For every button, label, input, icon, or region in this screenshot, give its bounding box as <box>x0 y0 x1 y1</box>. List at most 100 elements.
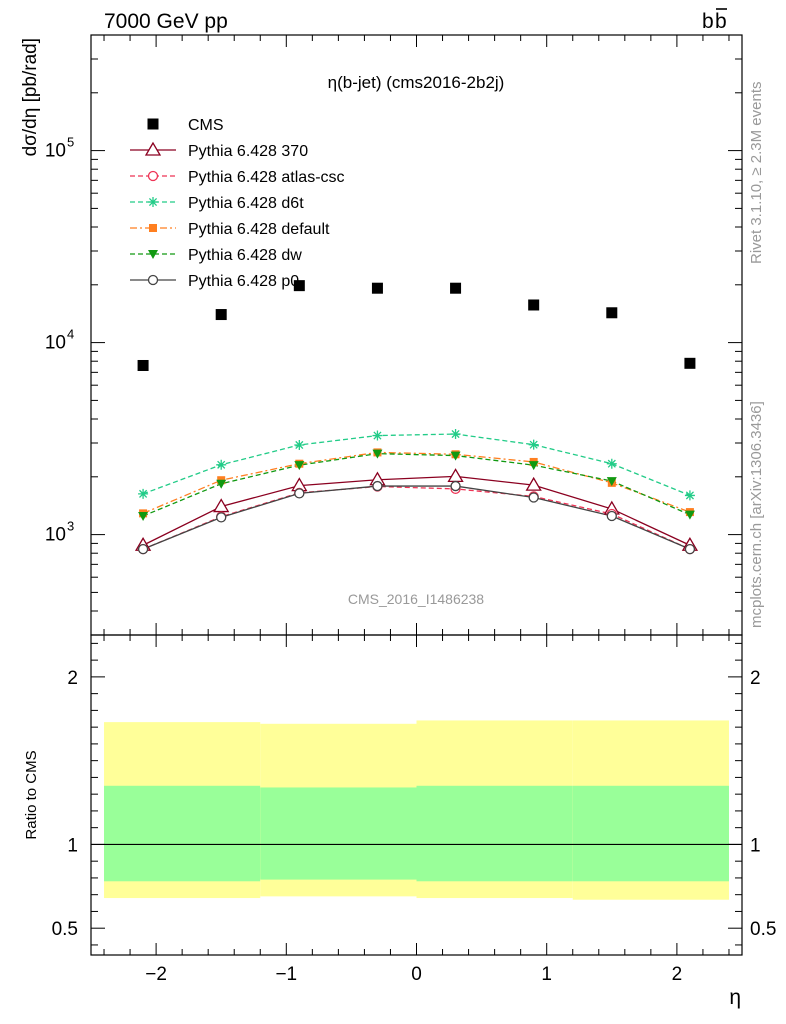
legend-marker-p0 <box>147 274 159 286</box>
data-point-d6t <box>684 490 695 501</box>
ratio-band-inner <box>416 785 573 882</box>
series-line-default <box>142 451 691 514</box>
data-point-p0-shape <box>450 480 461 492</box>
data-point-cms <box>293 280 305 292</box>
data-point-d6t-shape <box>606 458 617 469</box>
x-tick-label: 2 <box>672 964 683 985</box>
data-point-dw-shape <box>138 511 149 521</box>
data-point-p0 <box>372 480 383 492</box>
data-point-p370-shape <box>525 476 542 491</box>
data-point-dw-shape <box>606 477 617 487</box>
data-point-dw <box>450 451 461 461</box>
legend-marker-cms-shape <box>147 118 159 130</box>
legend-marker-atlas <box>147 170 159 182</box>
y-tick-label-main: 10 <box>45 333 66 354</box>
data-point-p0 <box>137 543 149 555</box>
data-point-p0 <box>216 512 227 523</box>
legend-marker-d6t <box>148 197 158 207</box>
data-point-cms <box>528 299 540 311</box>
data-point-dw-shape <box>216 479 227 489</box>
ratio-band-inner <box>572 785 729 882</box>
data-point-p0-shape <box>684 543 696 555</box>
mcplots-label: mcplots.cern.ch [arXiv:1306.3436] <box>748 401 765 628</box>
data-point-d6t-shape <box>216 459 227 470</box>
data-point-p0-shape <box>372 480 383 492</box>
main-y-axis-label: dσ/dη [pb/rad] <box>20 38 41 156</box>
legend-label-p0: Pythia 6.428 p0 <box>188 273 299 290</box>
data-point-d6t <box>528 439 539 450</box>
legend-marker-p370 <box>144 141 162 156</box>
data-point-cms-shape <box>137 359 149 371</box>
legend-marker-default-shape <box>149 224 157 232</box>
data-point-p0-shape <box>606 510 617 522</box>
ratio-band-inner <box>260 787 417 880</box>
legend-marker-dw <box>148 250 158 259</box>
data-point-dw <box>138 511 149 521</box>
data-point-dw-shape <box>450 451 461 461</box>
legend-marker-p370-shape <box>144 141 162 156</box>
data-point-d6t <box>294 439 305 450</box>
header-right-bbar: b <box>715 10 727 33</box>
data-point-p0 <box>450 480 461 492</box>
data-point-dw <box>606 477 617 487</box>
data-point-cms-shape <box>215 309 227 321</box>
series-lines <box>142 433 691 550</box>
data-point-dw-shape <box>372 449 383 459</box>
header-right-label: b b <box>702 8 727 33</box>
data-point-cms-shape <box>293 280 305 292</box>
data-point-cms <box>684 357 696 369</box>
x-tick-label: −1 <box>275 964 297 985</box>
data-point-cms-shape <box>528 299 540 311</box>
legend-marker-atlas-shape <box>147 170 159 182</box>
x-tick-label: 1 <box>541 964 552 985</box>
legend-label-cms: CMS <box>188 117 224 134</box>
legend: CMS Pythia 6.428 370 Pythia 6.428 atlas-cs… <box>130 117 345 290</box>
y-tick-label-ratio-right: 0.5 <box>750 919 776 940</box>
data-point-p370 <box>447 468 464 483</box>
y-tick-label-ratio-left: 2 <box>67 668 78 689</box>
y-tick-label-ratio-right: 2 <box>750 668 761 689</box>
data-point-cms-shape <box>371 282 383 294</box>
legend-label-dw: Pythia 6.428 dw <box>188 247 302 264</box>
data-point-d6t-shape <box>684 490 695 501</box>
data-point-dw-shape <box>684 510 695 520</box>
data-point-d6t <box>606 458 617 469</box>
data-point-p370-shape <box>447 468 464 483</box>
legend-marker-p0-shape <box>147 274 159 286</box>
plot-title: η(b-jet) (cms2016-2b2j) <box>328 73 505 92</box>
y-tick-label-main: 10 <box>45 525 66 546</box>
data-point-d6t <box>138 488 149 499</box>
legend-marker-d6t-shape <box>148 197 158 207</box>
data-point-p0 <box>606 510 617 522</box>
data-point-dw <box>216 479 227 489</box>
y-tick-label-ratio-right: 1 <box>750 835 761 856</box>
legend-marker-cms <box>147 118 159 130</box>
data-point-cms <box>137 359 149 371</box>
data-point-dw <box>528 461 539 471</box>
data-point-dw <box>294 461 305 471</box>
rivet-label: Rivet 3.1.10, ≥ 2.3M events <box>748 82 765 265</box>
data-point-p0-shape <box>528 492 539 503</box>
data-point-cms-shape <box>684 357 696 369</box>
data-point-cms <box>606 307 618 319</box>
series-line-p370 <box>142 475 691 546</box>
data-point-p370 <box>525 476 542 491</box>
y-tick-label-main: 10 <box>45 141 66 162</box>
data-point-p0 <box>528 492 539 503</box>
data-point-p0 <box>684 543 696 555</box>
data-point-dw <box>684 510 695 520</box>
y-tick-label-exp: 4 <box>67 327 74 342</box>
x-tick-label: 0 <box>411 964 422 985</box>
ratio-bands <box>91 720 742 900</box>
header-left: 7000 GeV pp <box>104 10 228 33</box>
ratio-band-inner <box>104 785 261 882</box>
data-point-dw-shape <box>294 461 305 471</box>
data-point-d6t-shape <box>294 439 305 450</box>
data-point-d6t-shape <box>138 488 149 499</box>
data-point-dw-shape <box>528 461 539 471</box>
data-point-dw <box>372 449 383 459</box>
data-point-p0-shape <box>294 488 305 499</box>
data-point-p0 <box>294 488 305 499</box>
data-point-d6t-shape <box>528 439 539 450</box>
